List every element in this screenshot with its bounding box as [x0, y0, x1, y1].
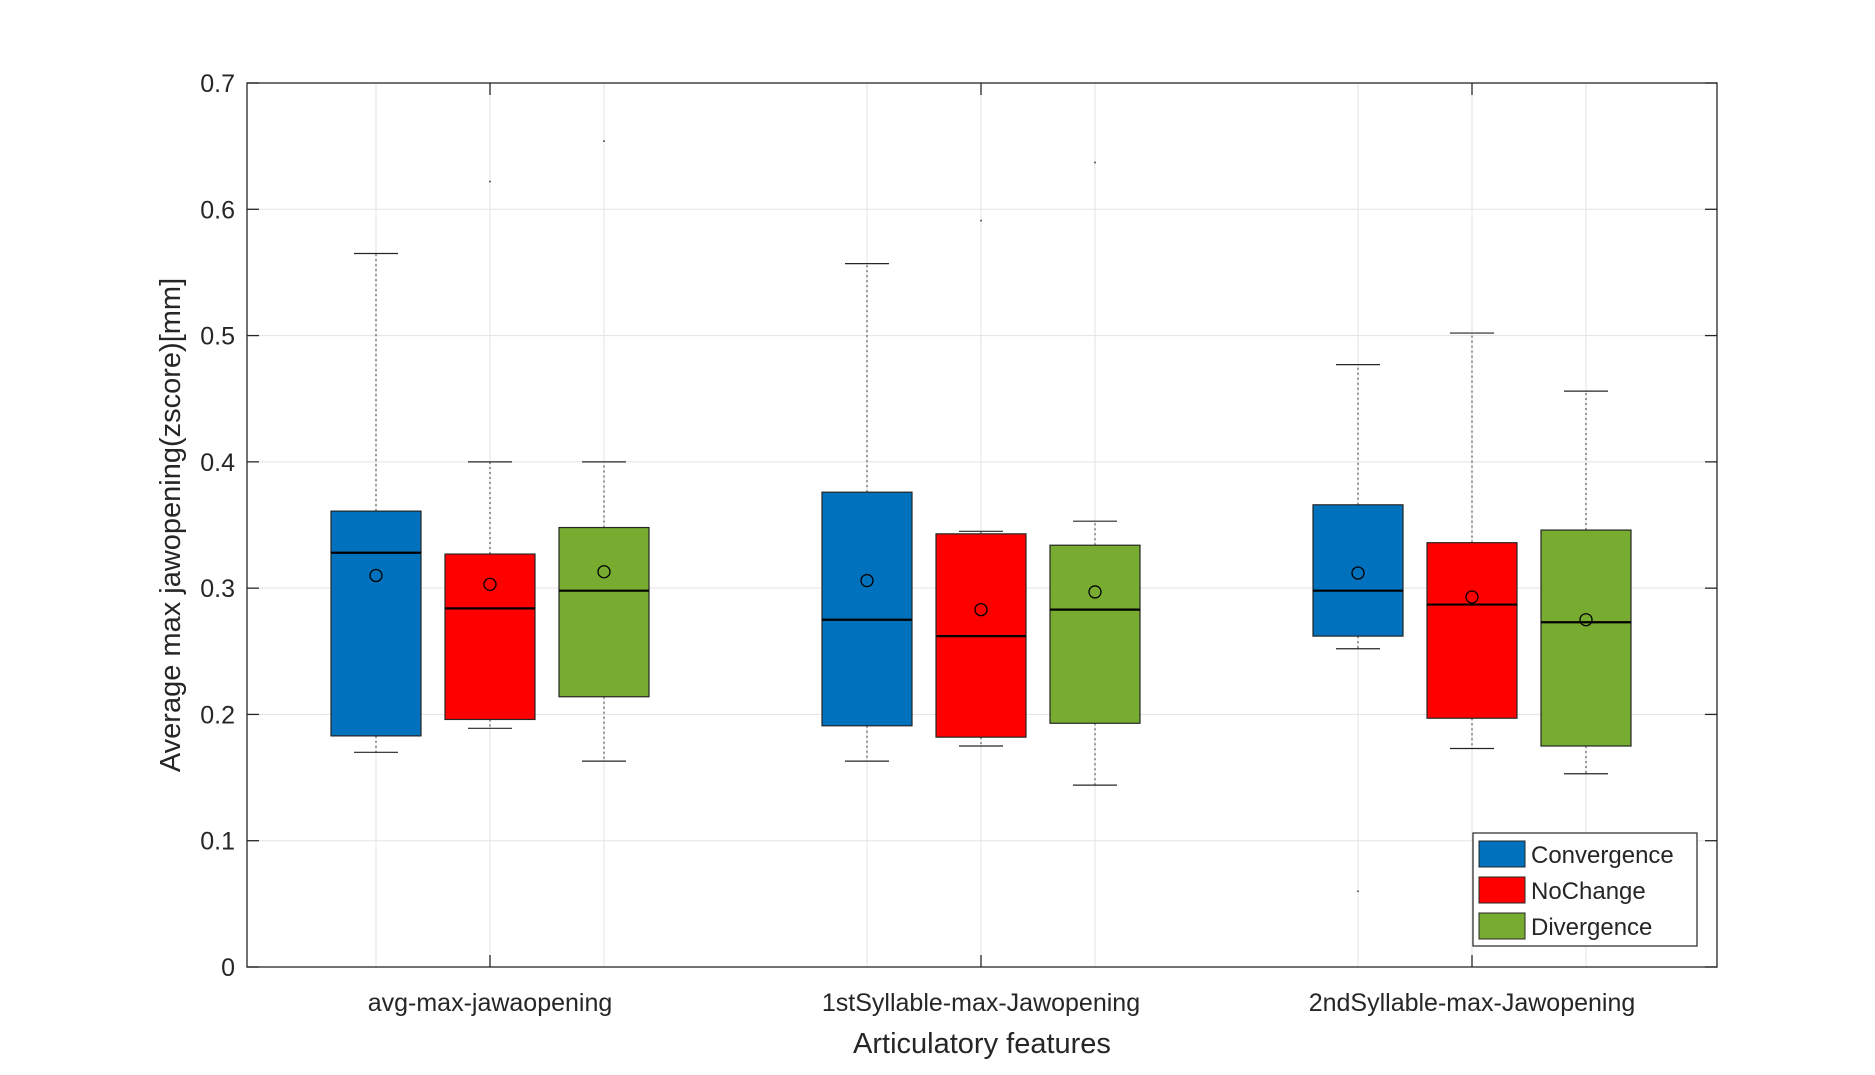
box-body [1426, 542, 1518, 719]
box-nochange-1 [444, 180, 536, 729]
plot-area [330, 140, 1632, 893]
mean-marker [369, 568, 383, 583]
y-tick-label: 0.6 [200, 196, 235, 224]
box-body [444, 553, 536, 721]
mean-marker [1088, 585, 1102, 599]
box-body [1312, 504, 1404, 637]
y-axis-label: Average max jawopening(zscore)[mm] [155, 278, 187, 772]
x-axis-label: Articulatory features [853, 1028, 1111, 1060]
box-body [1540, 529, 1632, 747]
box-nochange-2 [935, 219, 1027, 747]
mean-marker [974, 602, 988, 617]
x-tick-label: 1stSyllable-max-Jawopening [822, 989, 1140, 1017]
y-tick-label: 0.2 [200, 701, 235, 729]
legend-label-nochange: NoChange [1531, 878, 1646, 905]
box-body [558, 526, 650, 698]
legend-label-convergence: Convergence [1531, 842, 1674, 869]
outlier-point [1357, 890, 1359, 893]
box-divergence-1 [558, 140, 650, 762]
axis-ticks: 0 0.1 0.2 0.3 0.4 0.5 0.6 0.7 avg-max-jawaopenin… [200, 70, 1717, 1017]
box-divergence-3 [1540, 390, 1632, 775]
y-tick-label: 0.4 [200, 449, 235, 477]
box-convergence-3 [1312, 364, 1404, 893]
box-convergence-1 [330, 252, 422, 753]
box-body [821, 491, 913, 727]
mean-marker [1465, 590, 1479, 604]
legend-swatch-convergence [1478, 840, 1526, 868]
axes-frame [246, 82, 1718, 968]
legend-label-divergence: Divergence [1531, 914, 1652, 941]
legend-swatch-divergence [1478, 912, 1526, 940]
mean-marker [597, 565, 611, 579]
outlier-point [980, 219, 982, 222]
outlier-point [489, 180, 491, 183]
mean-marker [860, 573, 874, 588]
outlier-point [603, 140, 605, 143]
outlier-point [1094, 161, 1096, 164]
mean-marker [483, 577, 497, 592]
y-tick-label: 0.3 [200, 575, 235, 603]
y-tick-label: 0.1 [200, 828, 235, 856]
box-nochange-3 [1426, 332, 1518, 750]
legend: Convergence NoChange Divergence [1472, 832, 1698, 947]
y-tick-label: 0.5 [200, 323, 235, 351]
box-body [1049, 544, 1141, 724]
mean-marker [1579, 613, 1593, 627]
y-tick-label: 0 [221, 954, 235, 982]
mean-marker [1351, 566, 1365, 580]
x-tick-label: avg-max-jawaopening [368, 989, 613, 1017]
box-convergence-2 [821, 262, 913, 762]
legend-swatch-nochange [1478, 876, 1526, 904]
x-tick-label: 2ndSyllable-max-Jawopening [1309, 989, 1636, 1017]
box-divergence-2 [1049, 161, 1141, 786]
y-tick-label: 0.7 [200, 70, 235, 98]
box-body [330, 510, 422, 737]
